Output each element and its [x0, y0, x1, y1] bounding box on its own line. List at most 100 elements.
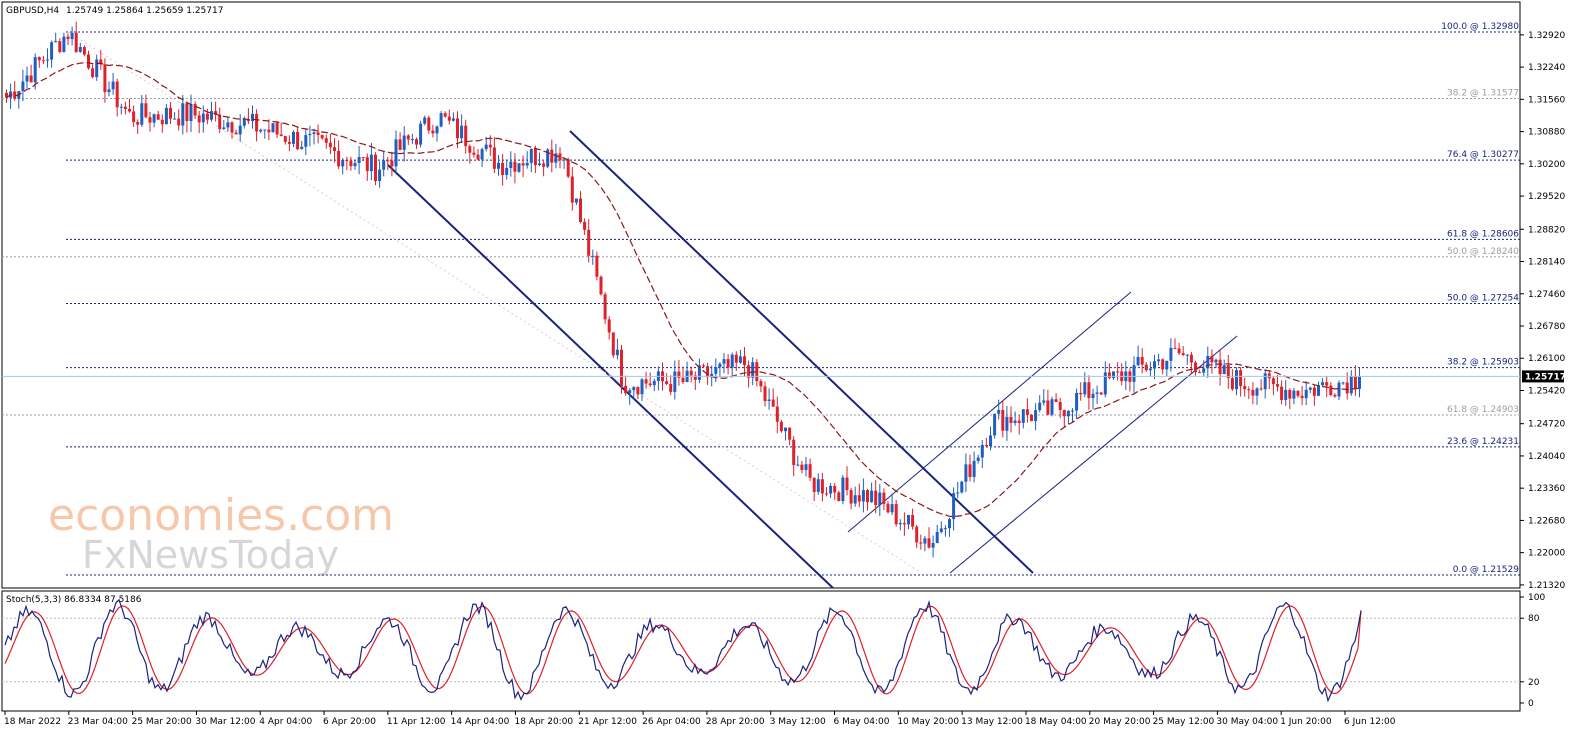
candle-body [300, 146, 304, 150]
candle-body [1030, 414, 1033, 422]
candle-body [439, 113, 443, 127]
candle-body [1161, 359, 1165, 370]
candle-body [788, 427, 792, 440]
candle-body [759, 381, 763, 387]
candle-body [173, 118, 177, 120]
stoch-tick-label: 100 [1528, 593, 1545, 603]
candle-body [915, 526, 919, 543]
candle-body [443, 113, 447, 117]
symbol-label: GBPUSD,H4 [6, 6, 59, 16]
candle-body [1038, 402, 1042, 411]
candle-body [1157, 359, 1161, 362]
candle-body [1185, 354, 1189, 356]
candle-body [21, 81, 25, 92]
price-tick-label: 1.23360 [1528, 484, 1565, 494]
candle-body [767, 399, 771, 402]
stoch-signal-line [4, 605, 1362, 695]
fib-diagonal-line [67, 31, 921, 573]
candle-body [1280, 386, 1284, 400]
candle-body [1083, 382, 1087, 395]
candle-body [755, 362, 759, 382]
candle-body [574, 198, 578, 203]
candle-body [1300, 395, 1304, 399]
candle-body [369, 154, 373, 172]
candle-body [517, 163, 521, 172]
candle-body [1358, 376, 1361, 389]
candle-body [1103, 372, 1107, 395]
candle-body [46, 59, 49, 61]
price-tick-label: 1.22000 [1528, 549, 1565, 559]
candle-body [431, 130, 435, 134]
candle-body [156, 114, 160, 120]
price-tick-label: 1.28140 [1528, 258, 1565, 268]
candle-body [382, 160, 386, 170]
candle-body [234, 132, 238, 135]
candle-body [607, 319, 611, 333]
candle-body [488, 144, 492, 148]
candle-body [394, 139, 398, 167]
time-tick-label: 11 Apr 12:00 [387, 717, 446, 727]
ohlc-label: 1.25749 1.25864 1.25659 1.25717 [66, 6, 223, 16]
candle-body [456, 118, 459, 139]
candle-body [615, 349, 619, 356]
candle-body [681, 377, 685, 382]
candle-body [87, 54, 90, 69]
last-price-badge: 1.25717 [1522, 370, 1566, 383]
candle-body [583, 221, 587, 230]
time-tick-label: 14 Apr 04:00 [451, 717, 510, 727]
time-axis: 18 Mar 2022 23 Mar 04:00 25 Mar 20:00 30 Ma… [4, 711, 1396, 727]
candle-body [533, 149, 537, 166]
candle-body [316, 132, 320, 135]
candle-body [1112, 371, 1115, 379]
candle-body [1259, 388, 1263, 390]
candle-body [1329, 385, 1333, 395]
stoch-tick-label: 0 [1528, 699, 1534, 709]
time-tick-label: 6 Apr 20:00 [323, 717, 376, 727]
candle-body [144, 103, 148, 118]
candle-body [222, 127, 226, 129]
candle-body [1296, 390, 1300, 396]
candle-body [1148, 368, 1152, 371]
candle-body [140, 103, 144, 125]
candle-body [558, 153, 562, 161]
candle-body [468, 146, 472, 153]
candle-body [779, 421, 783, 432]
candle-body [1095, 392, 1099, 394]
time-tick-label: 20 May 20:00 [1089, 717, 1151, 727]
candle-body [738, 356, 742, 363]
candle-body [665, 381, 669, 385]
candle-body [624, 385, 628, 394]
candle-body [923, 538, 927, 544]
candle-body [566, 159, 570, 177]
candle-body [29, 75, 33, 83]
candle-body [353, 163, 357, 167]
candle-body [890, 504, 894, 513]
candle-body [853, 495, 857, 504]
time-tick-label: 18 Mar 2022 [4, 717, 61, 727]
candle-body [1091, 393, 1095, 399]
candle-body [669, 384, 673, 392]
candle-body [1321, 382, 1325, 386]
candle-body [1169, 347, 1173, 361]
candle-body [181, 103, 185, 126]
candle-body [378, 169, 382, 182]
candle-body [1247, 389, 1251, 391]
candle-body [328, 142, 332, 148]
candle-body [25, 75, 29, 82]
candle-body [611, 332, 615, 356]
candle-body [866, 490, 869, 503]
fib-level-label: 50.0 @ 1.28240 [1447, 247, 1519, 257]
candle-body [66, 36, 70, 40]
candle-body [91, 68, 95, 78]
candle-body [628, 390, 632, 394]
candle-body [751, 362, 755, 378]
candle-body [1058, 401, 1062, 410]
candle-body [476, 154, 480, 160]
candle-body [1218, 359, 1222, 375]
candle-body [82, 47, 86, 55]
candle-body [501, 162, 505, 175]
price-tick-label: 1.26100 [1528, 354, 1565, 364]
candle-body [1308, 387, 1312, 390]
candle-body [726, 359, 730, 368]
candle-body [1206, 356, 1210, 369]
